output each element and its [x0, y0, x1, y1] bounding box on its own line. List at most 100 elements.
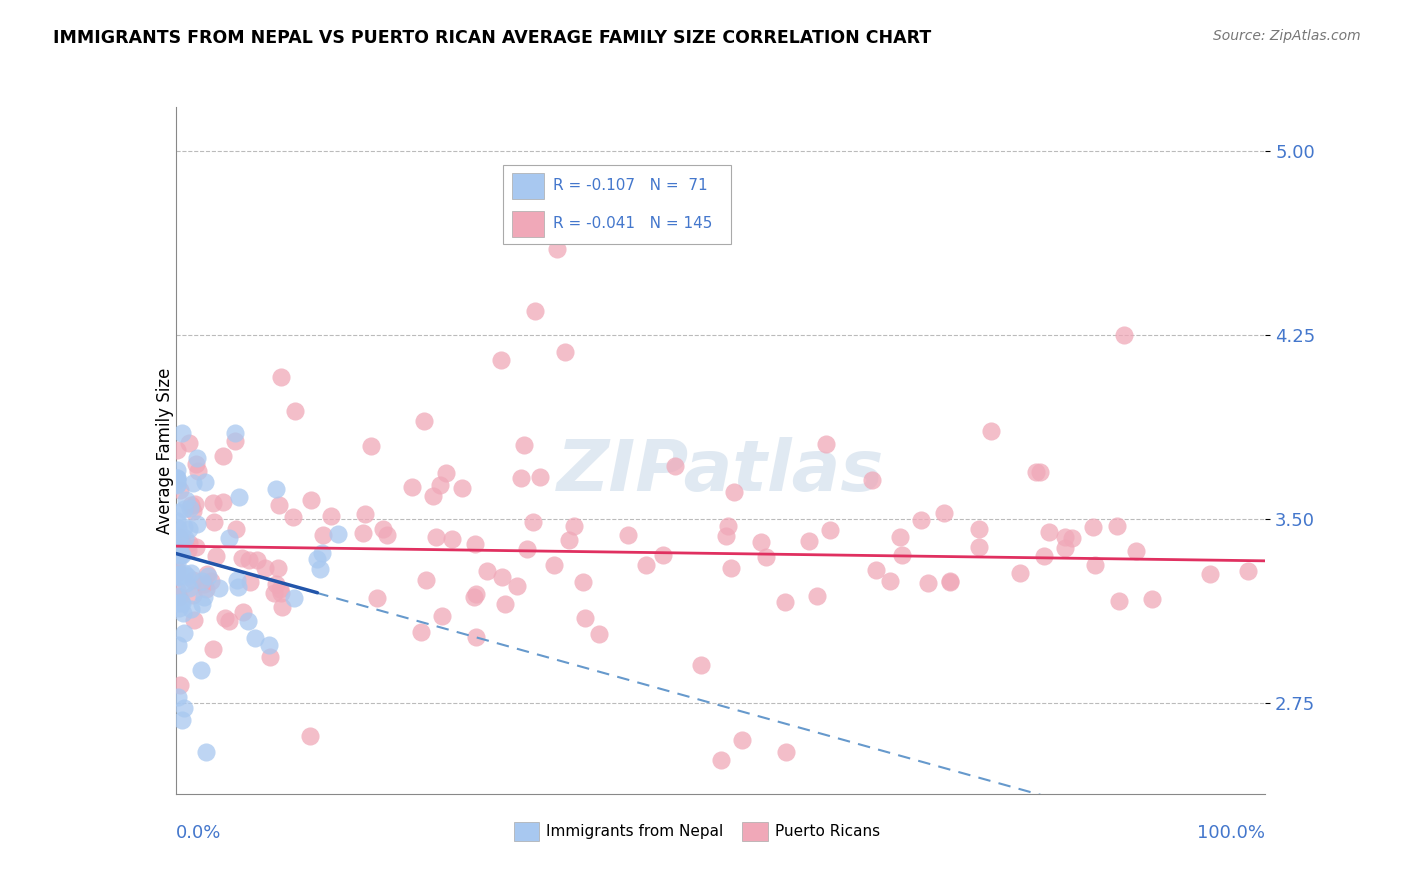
- Point: [167, 600, 190, 615]
- Point: [181, 588, 204, 602]
- Point: [183, 614, 205, 628]
- Point: [167, 530, 190, 544]
- Point: [170, 596, 193, 610]
- Point: [166, 471, 188, 485]
- Point: [167, 543, 190, 558]
- Point: [170, 549, 193, 563]
- Point: [166, 596, 188, 610]
- Point: [411, 624, 433, 639]
- Point: [194, 582, 217, 596]
- Point: [305, 552, 328, 566]
- Point: [571, 574, 593, 589]
- Point: [710, 752, 733, 766]
- Point: [749, 534, 772, 549]
- Point: [166, 556, 188, 570]
- Point: [166, 521, 188, 535]
- Point: [170, 595, 193, 609]
- Point: [509, 470, 531, 484]
- Point: [1033, 549, 1056, 563]
- Point: [664, 458, 686, 473]
- Point: [269, 582, 291, 596]
- Point: [166, 567, 188, 582]
- Point: [166, 589, 188, 603]
- Point: [375, 528, 398, 542]
- Point: [754, 549, 776, 564]
- Point: [193, 590, 215, 604]
- Point: [177, 436, 200, 450]
- Point: [429, 477, 451, 491]
- Point: [174, 492, 197, 507]
- Point: [432, 608, 454, 623]
- Point: [723, 485, 745, 500]
- Point: [932, 506, 955, 520]
- Point: [195, 745, 218, 759]
- Point: [720, 561, 742, 575]
- Point: [176, 576, 198, 591]
- Point: [267, 498, 290, 512]
- Point: [173, 626, 195, 640]
- Point: [253, 561, 276, 575]
- Point: [169, 547, 191, 561]
- Point: [166, 690, 188, 705]
- Point: [166, 582, 188, 597]
- Point: [558, 533, 581, 547]
- Point: [1083, 520, 1105, 534]
- Point: [270, 369, 292, 384]
- Point: [202, 642, 225, 657]
- Text: Source: ZipAtlas.com: Source: ZipAtlas.com: [1213, 29, 1361, 43]
- Point: [179, 581, 201, 595]
- Point: [522, 515, 544, 529]
- Point: [172, 535, 194, 549]
- Point: [475, 564, 498, 578]
- Point: [1038, 524, 1060, 539]
- Point: [200, 574, 222, 589]
- Point: [775, 745, 797, 759]
- Point: [267, 560, 290, 574]
- Point: [574, 611, 596, 625]
- Point: [401, 480, 423, 494]
- Point: [166, 476, 188, 491]
- Point: [689, 657, 711, 672]
- Point: [806, 589, 828, 603]
- Point: [190, 597, 212, 611]
- Point: [266, 577, 288, 591]
- Point: [224, 426, 246, 441]
- Point: [197, 569, 219, 583]
- Point: [166, 505, 188, 519]
- Point: [860, 473, 883, 487]
- Point: [166, 563, 188, 577]
- Point: [352, 526, 374, 541]
- Point: [271, 600, 294, 615]
- Point: [616, 528, 638, 542]
- Point: [299, 492, 322, 507]
- Point: [166, 570, 188, 584]
- Point: [980, 424, 1002, 438]
- Point: [366, 591, 388, 605]
- Point: [815, 437, 838, 451]
- Point: [969, 522, 991, 536]
- Point: [228, 490, 250, 504]
- Point: [270, 586, 292, 600]
- Point: [465, 587, 488, 601]
- Point: [353, 507, 375, 521]
- Point: [1029, 465, 1052, 479]
- Point: [731, 732, 754, 747]
- Point: [717, 519, 740, 533]
- Point: [211, 495, 233, 509]
- Point: [218, 614, 240, 628]
- Point: [218, 531, 240, 545]
- Point: [491, 352, 513, 367]
- Point: [546, 243, 568, 257]
- Point: [202, 515, 225, 529]
- Point: [166, 473, 188, 487]
- Point: [524, 303, 547, 318]
- Text: Immigrants from Nepal: Immigrants from Nepal: [546, 824, 723, 838]
- Point: [166, 463, 188, 477]
- Point: [1199, 567, 1222, 582]
- Point: [179, 522, 201, 536]
- Point: [246, 553, 269, 567]
- Text: R = -0.107   N =  71: R = -0.107 N = 71: [553, 178, 707, 194]
- Point: [176, 569, 198, 583]
- Point: [554, 345, 576, 359]
- Point: [917, 576, 939, 591]
